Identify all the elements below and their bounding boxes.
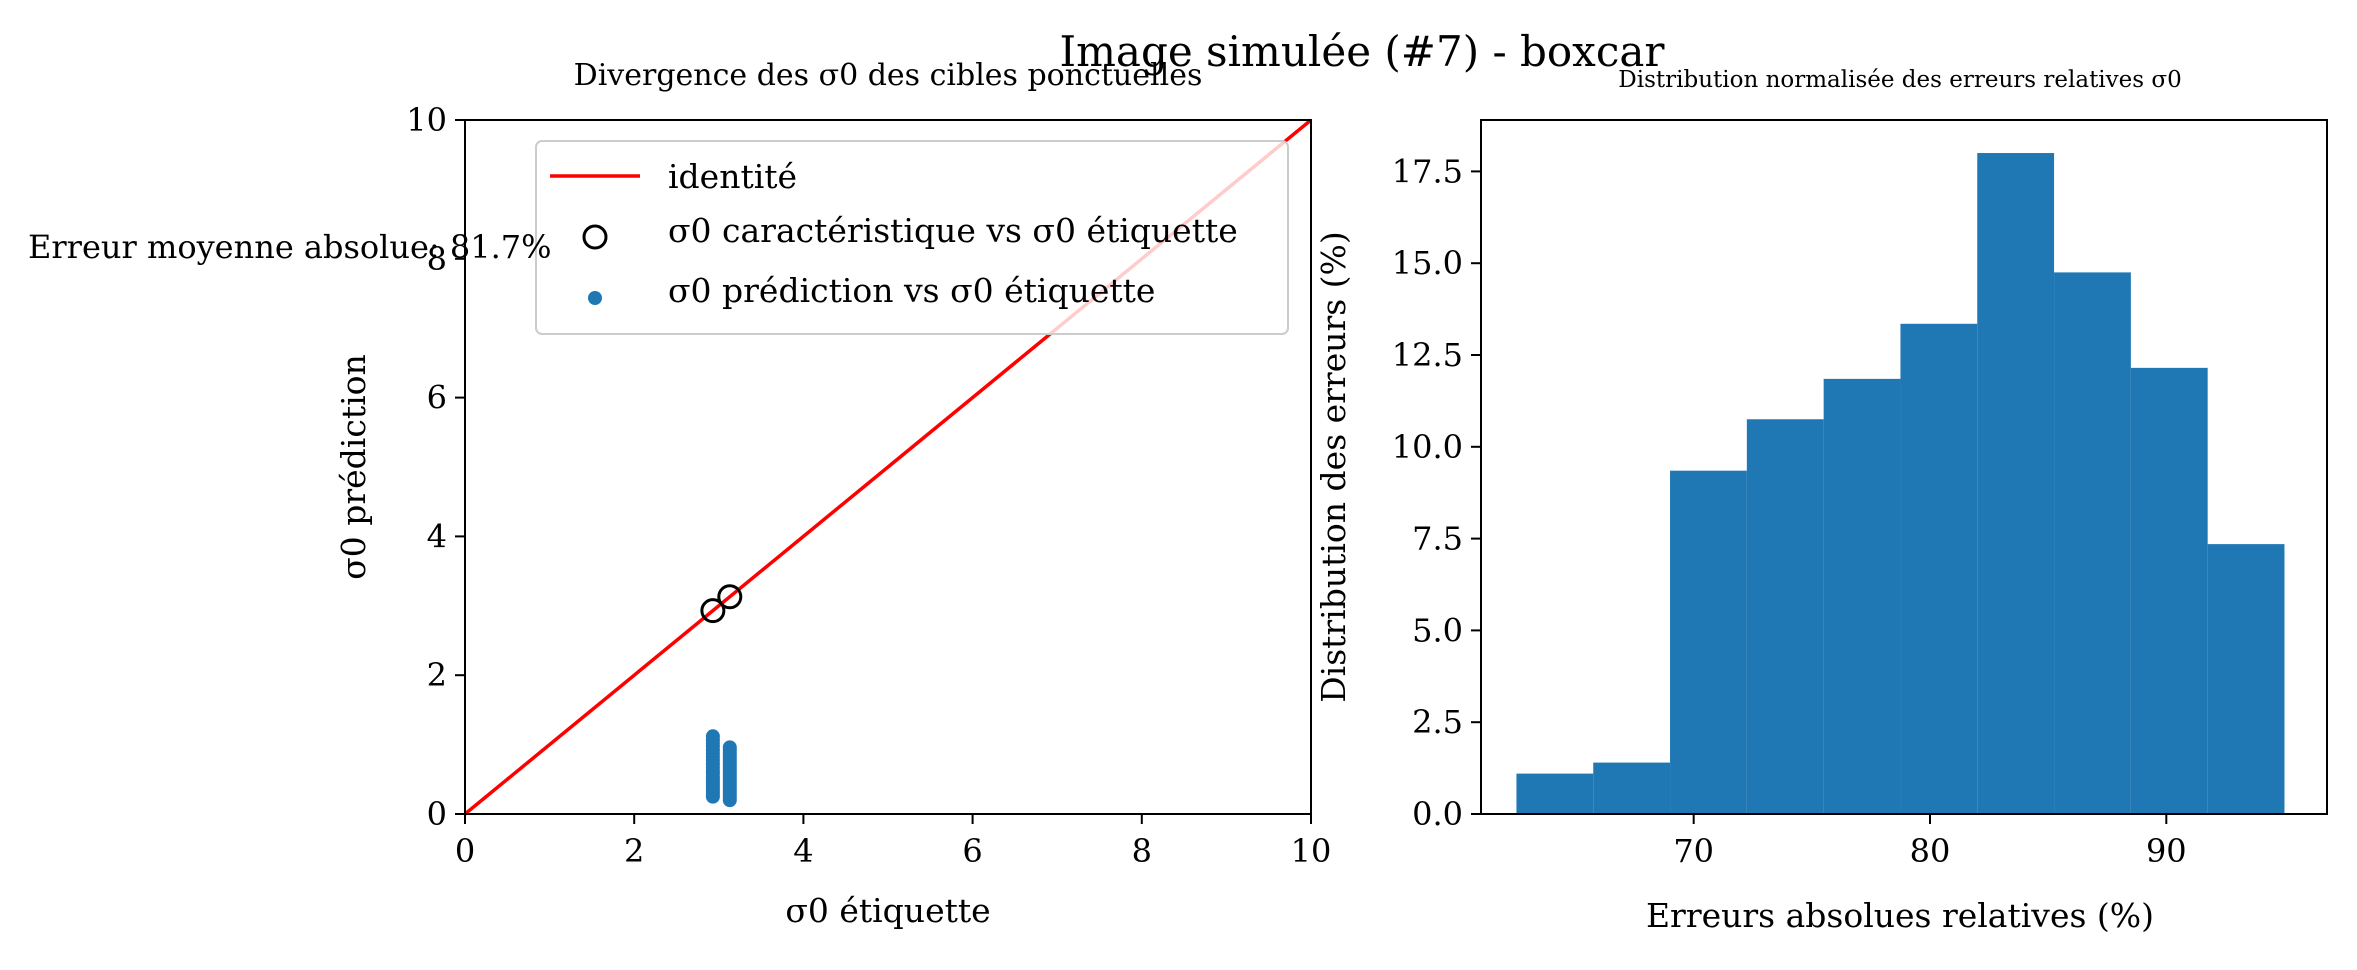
legend-identity-label: identité (668, 157, 797, 196)
scatter-y-label: σ0 prédiction (334, 354, 373, 580)
histogram-x-ticks: 70 80 90 (1673, 814, 2187, 870)
y-tick-label: 2 (427, 656, 447, 694)
scatter-y-ticks: 0 2 4 6 8 10 (406, 101, 465, 833)
legend-frame (535, 140, 1289, 335)
histogram-bar (1900, 323, 1978, 814)
x-tick-label: 0 (455, 832, 475, 870)
histogram-bar (1746, 419, 1824, 814)
histogram-bar (2207, 544, 2285, 814)
y-tick-label: 6 (427, 379, 447, 417)
scatter-panel: Divergence des σ0 des cibles ponctuelles… (334, 58, 1331, 930)
x-tick-label: 4 (793, 832, 813, 870)
legend-prediction-label: σ0 prédiction vs σ0 étiquette (668, 271, 1155, 310)
prediction-point (722, 740, 737, 755)
characteristic-marker (700, 598, 726, 624)
histogram-axes-frame (1480, 119, 2328, 815)
x-tick-label: 90 (2146, 832, 2187, 870)
histogram-title: Distribution normalisée des erreurs rela… (1618, 67, 2181, 93)
prediction-points (705, 729, 737, 808)
mean-absolute-error-annotation: Erreur moyenne absolue: 81.7% (28, 228, 552, 266)
x-tick-label: 2 (624, 832, 644, 870)
histogram-bar (2054, 272, 2131, 814)
y-tick-label: 8 (427, 240, 447, 278)
figure-suptitle: Image simulée (#7) - boxcar (1060, 27, 1666, 76)
scatter-axes-frame (464, 119, 1312, 815)
scatter-title: Divergence des σ0 des cibles ponctuelles (574, 58, 1203, 93)
y-tick-label: 12.5 (1392, 336, 1463, 374)
histogram-y-label: Distribution des erreurs (%) (1314, 231, 1353, 703)
y-tick-label: 7.5 (1412, 520, 1463, 558)
characteristic-marker (717, 584, 743, 610)
y-tick-label: 2.5 (1412, 703, 1463, 741)
histogram-bar (1516, 773, 1594, 814)
y-tick-label: 0 (427, 795, 447, 833)
scatter-legend: identité σ0 caractéristique vs σ0 étique… (535, 140, 1289, 335)
scatter-x-label: σ0 étiquette (785, 891, 990, 930)
histogram-x-label: Erreurs absolues relatives (%) (1646, 896, 2154, 935)
x-tick-label: 10 (1291, 832, 1332, 870)
prediction-point (705, 729, 720, 744)
x-tick-label: 8 (1132, 832, 1152, 870)
y-tick-label: 0.0 (1412, 795, 1463, 833)
histogram-bar (1977, 153, 2055, 815)
legend-characteristic-label: σ0 caractéristique vs σ0 étiquette (668, 211, 1238, 250)
histogram-bar (1823, 378, 1901, 814)
y-tick-label: 15.0 (1392, 244, 1463, 282)
legend-prediction-swatch (588, 291, 602, 305)
y-tick-label: 4 (427, 517, 447, 555)
histogram-panel: Distribution normalisée des erreurs rela… (1314, 67, 2328, 935)
histogram-y-ticks: 0.0 2.5 5.0 7.5 10.0 12.5 15.0 17.5 (1392, 152, 1481, 833)
histogram-bar (2130, 367, 2208, 814)
characteristic-markers (700, 584, 743, 624)
histogram-bar (1670, 470, 1747, 814)
histogram-bars (1516, 153, 2285, 815)
y-tick-label: 5.0 (1412, 611, 1463, 649)
y-tick-label: 10 (406, 101, 447, 139)
legend-characteristic-swatch (582, 224, 608, 250)
y-tick-label: 10.0 (1392, 428, 1463, 466)
x-tick-label: 70 (1673, 832, 1714, 870)
scatter-x-ticks: 0 2 4 6 8 10 (455, 814, 1332, 870)
x-tick-label: 6 (962, 832, 982, 870)
histogram-bar (1593, 762, 1671, 814)
y-tick-label: 17.5 (1392, 152, 1463, 190)
x-tick-label: 80 (1910, 832, 1951, 870)
